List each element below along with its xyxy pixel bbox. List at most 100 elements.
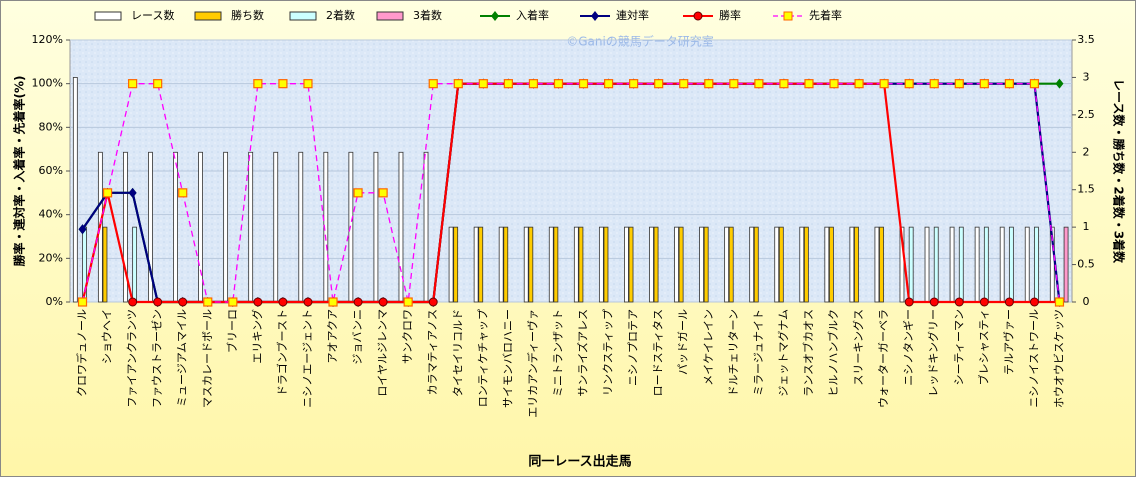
bar <box>528 226 534 303</box>
y2-tick-label: 0.5 <box>1077 258 1095 271</box>
line-point <box>128 79 138 89</box>
x-tick-label: ドルチェリターン <box>727 309 740 396</box>
line-point <box>1029 297 1039 307</box>
x-tick-label: ブリーロ <box>225 309 239 353</box>
bar <box>598 226 604 303</box>
line-point <box>428 79 438 89</box>
line-point <box>453 79 463 89</box>
line-point <box>178 188 188 198</box>
line-point <box>528 79 539 89</box>
x-tick-label: スリーキングス <box>851 309 865 386</box>
bar <box>102 226 108 303</box>
line-point <box>729 79 739 89</box>
x-tick-label: メイケイレイン <box>702 309 715 386</box>
y-tick-label: 120% <box>32 33 63 46</box>
x-tick-label: マスカレードボール <box>201 309 214 408</box>
y2-axis-title: レース数・勝ち数・2着数・3着数 <box>1112 79 1127 264</box>
y-tick-label: 20% <box>39 251 63 264</box>
x-tick-label: ミニトランザット <box>551 309 564 397</box>
line-point <box>854 79 864 89</box>
x-tick-label: ウォーターガーベラ <box>877 309 890 408</box>
bar <box>132 226 138 303</box>
bar <box>879 226 884 303</box>
legend-swatch <box>94 11 122 21</box>
line-point <box>153 79 163 89</box>
bar <box>824 226 830 303</box>
line-point <box>879 79 889 89</box>
bar <box>503 226 509 303</box>
line-point <box>278 79 288 89</box>
legend-swatch <box>194 11 222 21</box>
line-point <box>478 79 488 89</box>
line-point <box>303 79 313 89</box>
bar <box>674 226 679 303</box>
bar <box>423 151 429 303</box>
bar <box>1008 226 1014 303</box>
bar <box>933 226 939 303</box>
legend-label: 2着数 <box>326 8 355 22</box>
bar <box>728 226 734 303</box>
bar <box>453 226 459 303</box>
line-point <box>378 188 388 198</box>
bar <box>478 226 484 303</box>
line-point <box>954 297 964 307</box>
y2-tick-label: 1.5 <box>1077 183 1095 196</box>
bar <box>908 226 914 303</box>
line-point <box>228 297 238 307</box>
bar <box>653 226 659 303</box>
y-axis-title: 勝率・連対率・入着率・先着率(%) <box>12 76 27 267</box>
x-tick-label: ジョバンニ <box>351 309 364 365</box>
line-point <box>203 297 213 307</box>
watermark: ©Ganiの競馬データ研究室 <box>566 34 714 49</box>
y2-tick-label: 2.5 <box>1077 108 1095 121</box>
bar <box>553 226 559 303</box>
x-tick-label: クロワデュノール <box>75 309 89 397</box>
legend-swatch <box>376 11 404 21</box>
x-tick-label: ジェットマグナム <box>776 309 790 397</box>
bar <box>578 226 584 303</box>
x-tick-label: カラマティアノス <box>426 309 439 395</box>
bar <box>628 226 634 303</box>
bar <box>72 77 78 303</box>
legend-swatch <box>289 11 317 21</box>
legend-label: 入着率 <box>516 8 549 22</box>
bar <box>273 151 279 303</box>
legend-item: 先着率 <box>773 8 842 22</box>
bar <box>198 151 203 303</box>
x-tick-label: ロードスティタス <box>652 309 665 396</box>
bar <box>373 151 379 303</box>
line-point <box>804 79 814 89</box>
line-point <box>779 79 789 89</box>
legend-marker <box>591 11 599 21</box>
x-tick-label: サンクロワ <box>401 309 414 364</box>
bar <box>348 151 354 303</box>
x-tick-label: ロンティケチャップ <box>476 309 489 407</box>
bar <box>999 226 1005 303</box>
line-point <box>1054 297 1065 307</box>
x-tick-label: サイモンバロハニー <box>501 309 514 408</box>
line-point <box>102 188 113 198</box>
bar <box>298 151 304 303</box>
x-tick-label: ファイアンクランツ <box>126 309 139 408</box>
y-tick-label: 100% <box>32 77 63 90</box>
line-point <box>503 79 513 89</box>
line-point <box>353 297 363 307</box>
x-tick-label: レッドキングリー <box>926 309 940 397</box>
bar <box>854 226 859 303</box>
bar <box>473 226 479 303</box>
legend-label: 勝率 <box>719 8 741 22</box>
line-point <box>629 79 639 89</box>
line-point <box>128 187 137 198</box>
y2-tick-label: 2 <box>1083 145 1090 158</box>
bar <box>849 226 855 303</box>
bar <box>649 226 654 303</box>
line-point <box>929 297 939 307</box>
x-tick-label: サンライズアレス <box>576 309 590 397</box>
line-point <box>378 297 388 307</box>
line-point <box>904 297 914 307</box>
y2-tick-label: 3 <box>1083 70 1090 83</box>
bar <box>753 226 759 303</box>
line-point <box>929 79 939 89</box>
line-point <box>754 79 764 89</box>
